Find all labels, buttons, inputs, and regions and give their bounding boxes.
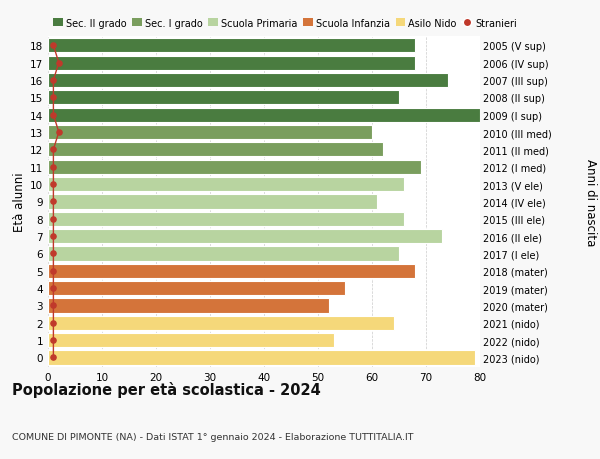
Bar — [48, 230, 442, 244]
Point — [49, 233, 58, 240]
Bar — [48, 195, 377, 209]
Point — [49, 337, 58, 344]
Bar — [48, 91, 399, 105]
Point — [49, 146, 58, 154]
Point — [49, 268, 58, 275]
Bar — [48, 143, 383, 157]
Point — [49, 95, 58, 102]
Point — [49, 250, 58, 257]
Bar — [48, 351, 475, 365]
Point — [49, 43, 58, 50]
Point — [49, 77, 58, 84]
Bar — [48, 264, 415, 278]
Bar — [48, 281, 345, 296]
Point — [49, 164, 58, 171]
Bar — [48, 333, 334, 347]
Point — [49, 319, 58, 327]
Point — [49, 302, 58, 309]
Bar — [48, 178, 404, 192]
Bar — [48, 108, 480, 123]
Bar — [48, 39, 415, 53]
Point — [49, 112, 58, 119]
Bar — [48, 316, 394, 330]
Bar — [48, 74, 448, 88]
Text: Anni di nascita: Anni di nascita — [584, 158, 597, 246]
Text: Popolazione per età scolastica - 2024: Popolazione per età scolastica - 2024 — [12, 381, 321, 397]
Point — [49, 285, 58, 292]
Point — [54, 60, 64, 67]
Point — [49, 181, 58, 188]
Bar — [48, 212, 404, 226]
Point — [54, 129, 64, 136]
Point — [49, 198, 58, 206]
Text: COMUNE DI PIMONTE (NA) - Dati ISTAT 1° gennaio 2024 - Elaborazione TUTTITALIA.IT: COMUNE DI PIMONTE (NA) - Dati ISTAT 1° g… — [12, 431, 413, 441]
Bar — [48, 299, 329, 313]
Bar — [48, 56, 415, 71]
Point — [49, 216, 58, 223]
Bar — [48, 126, 372, 140]
Y-axis label: Età alunni: Età alunni — [13, 172, 26, 232]
Point — [49, 354, 58, 361]
Bar — [48, 160, 421, 174]
Bar — [48, 247, 399, 261]
Legend: Sec. II grado, Sec. I grado, Scuola Primaria, Scuola Infanzia, Asilo Nido, Stran: Sec. II grado, Sec. I grado, Scuola Prim… — [53, 18, 517, 28]
